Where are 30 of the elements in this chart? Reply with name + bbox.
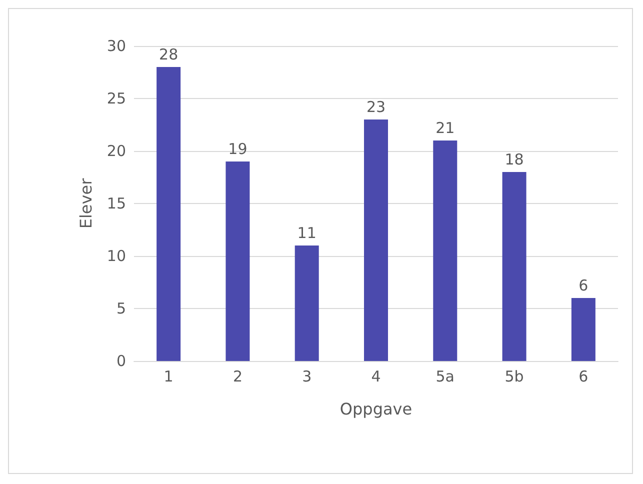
y-tick-label: 25 <box>106 90 126 108</box>
bar <box>502 172 526 361</box>
data-label: 18 <box>504 150 524 168</box>
y-tick-label: 5 <box>116 300 126 318</box>
bar <box>433 140 458 361</box>
x-tick-label: 1 <box>164 368 174 386</box>
data-label: 21 <box>436 119 455 137</box>
bar <box>364 120 388 361</box>
data-label: 19 <box>228 140 248 158</box>
data-label: 11 <box>297 224 316 242</box>
y-tick-label: 0 <box>116 352 126 370</box>
y-tick-label: 20 <box>106 142 126 160</box>
y-axis-title: Elever <box>76 178 96 229</box>
x-tick-label: 2 <box>232 368 242 386</box>
bar <box>226 162 250 361</box>
x-tick-label: 6 <box>578 368 588 386</box>
data-label: 28 <box>159 46 178 64</box>
x-tick-label: 3 <box>302 368 312 386</box>
x-axis-title: Oppgave <box>340 400 412 418</box>
y-tick-label: 30 <box>106 37 126 55</box>
data-label: 6 <box>578 276 588 294</box>
x-tick-label: 4 <box>371 368 381 386</box>
bar <box>156 67 181 361</box>
x-tick-label: 5b <box>504 368 524 386</box>
bar <box>294 246 319 361</box>
bar <box>571 298 596 361</box>
data-label: 23 <box>366 98 386 116</box>
y-tick-label: 10 <box>106 247 126 265</box>
x-tick-label: 5a <box>436 368 455 386</box>
y-tick-label: 15 <box>106 194 126 212</box>
